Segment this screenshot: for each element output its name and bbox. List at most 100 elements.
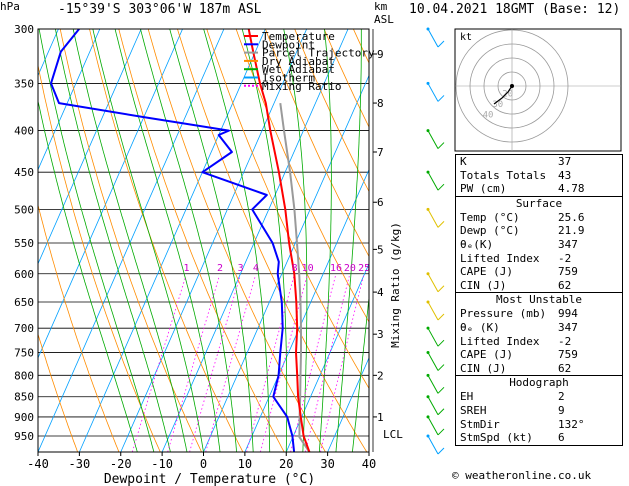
hodograph-value: 132° bbox=[558, 417, 585, 431]
dry-adiabat-line bbox=[118, 29, 285, 452]
hodograph-center bbox=[510, 84, 514, 88]
wind-barb bbox=[427, 352, 439, 371]
wind-barb-station bbox=[426, 326, 430, 330]
surface-label: Dewp (°C) bbox=[460, 224, 520, 238]
legend-label: Temperature bbox=[262, 30, 335, 43]
km-tick-label: 8 bbox=[377, 97, 384, 110]
wet-adiabat-line bbox=[335, 29, 362, 452]
mixing-ratio-line bbox=[131, 275, 187, 452]
mixing-ratio-line bbox=[189, 275, 241, 452]
wind-barb-flag bbox=[437, 386, 445, 394]
mixing-ratio-line bbox=[305, 275, 350, 452]
pressure-tick-label: 350 bbox=[14, 77, 34, 90]
dry-adiabat-line bbox=[59, 29, 202, 452]
pressure-tick-label: 850 bbox=[14, 391, 34, 404]
wind-barb-flag bbox=[437, 313, 445, 321]
wind-barb bbox=[427, 273, 439, 292]
hodograph-frame bbox=[454, 28, 622, 152]
hpa-axis-label: hPa bbox=[0, 0, 20, 13]
station-location: -15°39'S 303°06'W 187m ASL bbox=[58, 2, 262, 17]
km-tick-label: 3 bbox=[377, 328, 384, 341]
index-row: K 37 bbox=[456, 155, 622, 169]
mixing-ratio-label: 1 bbox=[183, 263, 189, 274]
hodograph-label: StmDir bbox=[460, 417, 500, 431]
isotherm-line bbox=[327, 356, 369, 452]
pressure-tick-label: 300 bbox=[14, 23, 34, 36]
most-unstable-value: 347 bbox=[558, 320, 578, 334]
sounding-datetime: 10.04.2021 18GMT (Base: 12) bbox=[409, 2, 621, 17]
wet-adiabat-line bbox=[319, 29, 332, 452]
x-tick-label: -20 bbox=[110, 457, 132, 471]
pressure-tick-label: 750 bbox=[14, 347, 34, 360]
surface-value: 21.9 bbox=[558, 224, 585, 238]
wind-barb bbox=[427, 209, 439, 228]
hodograph-label: EH bbox=[460, 390, 474, 404]
km-tick-label: 5 bbox=[377, 243, 384, 256]
wind-barb bbox=[427, 396, 439, 415]
surface-row: CIN (J) 62 bbox=[456, 279, 622, 293]
index-label: K bbox=[460, 155, 467, 168]
hodograph-value: 9 bbox=[558, 403, 565, 417]
wet-adiabat-line bbox=[92, 29, 204, 452]
dry-adiabat-line bbox=[38, 203, 120, 452]
mixing-ratio-label: 3 bbox=[238, 263, 244, 274]
km-tick-label: 6 bbox=[377, 196, 384, 209]
most-unstable-label: θₑ (K) bbox=[460, 320, 500, 334]
surface-label: Lifted Index bbox=[460, 251, 540, 265]
mixing-ratio-line bbox=[167, 275, 220, 452]
pressure-tick-label: 400 bbox=[14, 125, 34, 138]
km-tick-label: 4 bbox=[377, 286, 384, 299]
wet-adiabat-line bbox=[114, 29, 221, 452]
mixing-ratio-label: 10 bbox=[302, 263, 314, 274]
wind-barb-station bbox=[426, 415, 430, 419]
credit-text: © weatheronline.co.uk bbox=[452, 469, 592, 482]
most-unstable-label: CAPE (J) bbox=[460, 348, 513, 362]
hodograph-value: 6 bbox=[558, 431, 565, 445]
mixing-ratio-axis-title: Mixing Ratio (g/kg) bbox=[389, 222, 402, 348]
surface-label: CAPE (J) bbox=[460, 265, 513, 279]
hodograph-row: SREH 9 bbox=[456, 404, 622, 418]
km-tick-label: 1 bbox=[377, 411, 384, 424]
mixing-ratio-label: 4 bbox=[253, 263, 259, 274]
wind-barb-flag bbox=[437, 408, 445, 416]
wind-barb-flag bbox=[437, 183, 445, 191]
hodograph-label: SREH bbox=[460, 403, 487, 417]
wet-adiabat-line bbox=[72, 29, 188, 452]
hodograph-row: EH 2 bbox=[456, 390, 622, 404]
legend-label: Dewpoint bbox=[262, 38, 315, 51]
km-tick-label: 9 bbox=[377, 48, 384, 61]
wind-barb-flag bbox=[437, 95, 445, 102]
mixing-ratio-label: 16 bbox=[330, 263, 342, 274]
wet-adiabat-line bbox=[203, 29, 271, 452]
index-value: 43 bbox=[558, 168, 572, 182]
pressure-tick-label: 950 bbox=[14, 430, 34, 443]
legend-label: Dry Adiabat bbox=[262, 55, 335, 68]
wind-barb-flag bbox=[437, 285, 445, 293]
x-tick-label: 20 bbox=[279, 457, 293, 471]
dewpoint-line bbox=[50, 29, 296, 452]
mixing-ratio-label: 25 bbox=[358, 263, 370, 274]
legend-label: Mixing Ratio bbox=[262, 80, 341, 93]
wind-barb-station bbox=[426, 272, 430, 276]
lcl-label: LCL bbox=[383, 428, 403, 441]
hodograph-row: StmDir 132° bbox=[456, 418, 622, 432]
wind-barbs bbox=[426, 27, 445, 455]
wet-adiabat-line bbox=[55, 29, 171, 452]
pressure-tick-label: 800 bbox=[14, 369, 34, 382]
x-axis-title: Dewpoint / Temperature (°C) bbox=[104, 472, 315, 486]
surface-label: CIN (J) bbox=[460, 278, 507, 292]
km-tick-label: 2 bbox=[377, 369, 384, 382]
most-unstable-row: θₑ (K) 347 bbox=[456, 321, 622, 335]
wet-adiabat-line bbox=[38, 99, 138, 452]
index-label: PW (cm) bbox=[460, 182, 507, 196]
wet-adiabat-line bbox=[140, 29, 237, 452]
wind-barb bbox=[427, 327, 439, 347]
wind-barb-station bbox=[426, 207, 430, 211]
wind-barb bbox=[427, 130, 439, 149]
most-unstable-value: 759 bbox=[558, 348, 578, 362]
dry-adiabat-line bbox=[89, 29, 244, 452]
wind-barb bbox=[427, 435, 439, 455]
wind-barb bbox=[427, 28, 439, 48]
mixing-ratio-label: 2 bbox=[217, 263, 223, 274]
wind-barb-flag bbox=[437, 142, 445, 149]
